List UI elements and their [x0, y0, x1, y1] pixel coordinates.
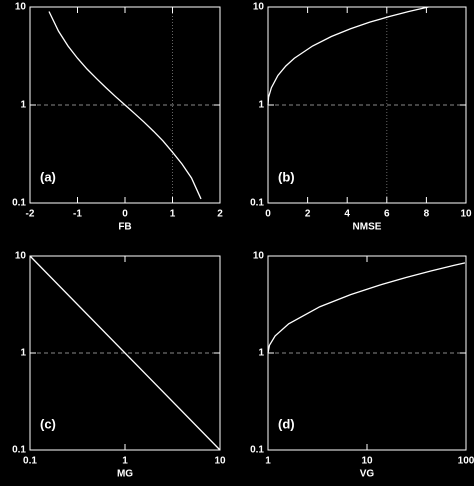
x-tick-label: -1	[73, 209, 82, 220]
y-tick-label: 0.1	[250, 445, 264, 456]
x-tick-label: 4	[344, 209, 350, 220]
x-axis-label: MG	[117, 469, 133, 480]
panel-label: (b)	[278, 169, 295, 184]
x-tick-label: 1	[122, 456, 128, 467]
x-tick-label: 10	[214, 456, 226, 467]
data-line	[48, 11, 202, 200]
y-tick-label: 1	[258, 100, 264, 111]
data-line	[267, 262, 466, 354]
panel-label: (d)	[278, 416, 295, 431]
x-tick-label: 2	[305, 209, 311, 220]
y-tick-label: 0.1	[12, 445, 26, 456]
y-tick-label: 10	[15, 2, 27, 13]
y-tick-label: 0.1	[12, 198, 26, 209]
x-tick-label: -2	[26, 209, 35, 220]
y-tick-label: 1	[258, 348, 264, 359]
y-tick-label: 10	[253, 251, 265, 262]
y-tick-label: 10	[15, 251, 27, 262]
x-tick-label: 10	[460, 209, 472, 220]
y-tick-label: 1	[20, 348, 26, 359]
x-tick-label: 8	[424, 209, 430, 220]
data-line	[267, 6, 429, 106]
data-line	[29, 255, 221, 451]
x-tick-label: 6	[384, 209, 390, 220]
x-axis-label: FB	[118, 222, 131, 233]
x-tick-label: 0	[265, 209, 271, 220]
x-tick-label: 1	[265, 456, 271, 467]
x-tick-label: 0.1	[23, 456, 37, 467]
x-tick-label: 10	[361, 456, 373, 467]
y-tick-label: 1	[20, 100, 26, 111]
x-tick-label: 1	[170, 209, 176, 220]
x-tick-label: 2	[217, 209, 223, 220]
panel-label: (c)	[40, 416, 56, 431]
x-tick-label: 100	[458, 456, 474, 467]
y-tick-label: 0.1	[250, 198, 264, 209]
x-axis-label: VG	[360, 469, 375, 480]
y-tick-label: 10	[253, 2, 265, 13]
x-axis-label: NMSE	[353, 222, 382, 233]
panel-label: (a)	[40, 169, 56, 184]
x-tick-label: 0	[122, 209, 128, 220]
